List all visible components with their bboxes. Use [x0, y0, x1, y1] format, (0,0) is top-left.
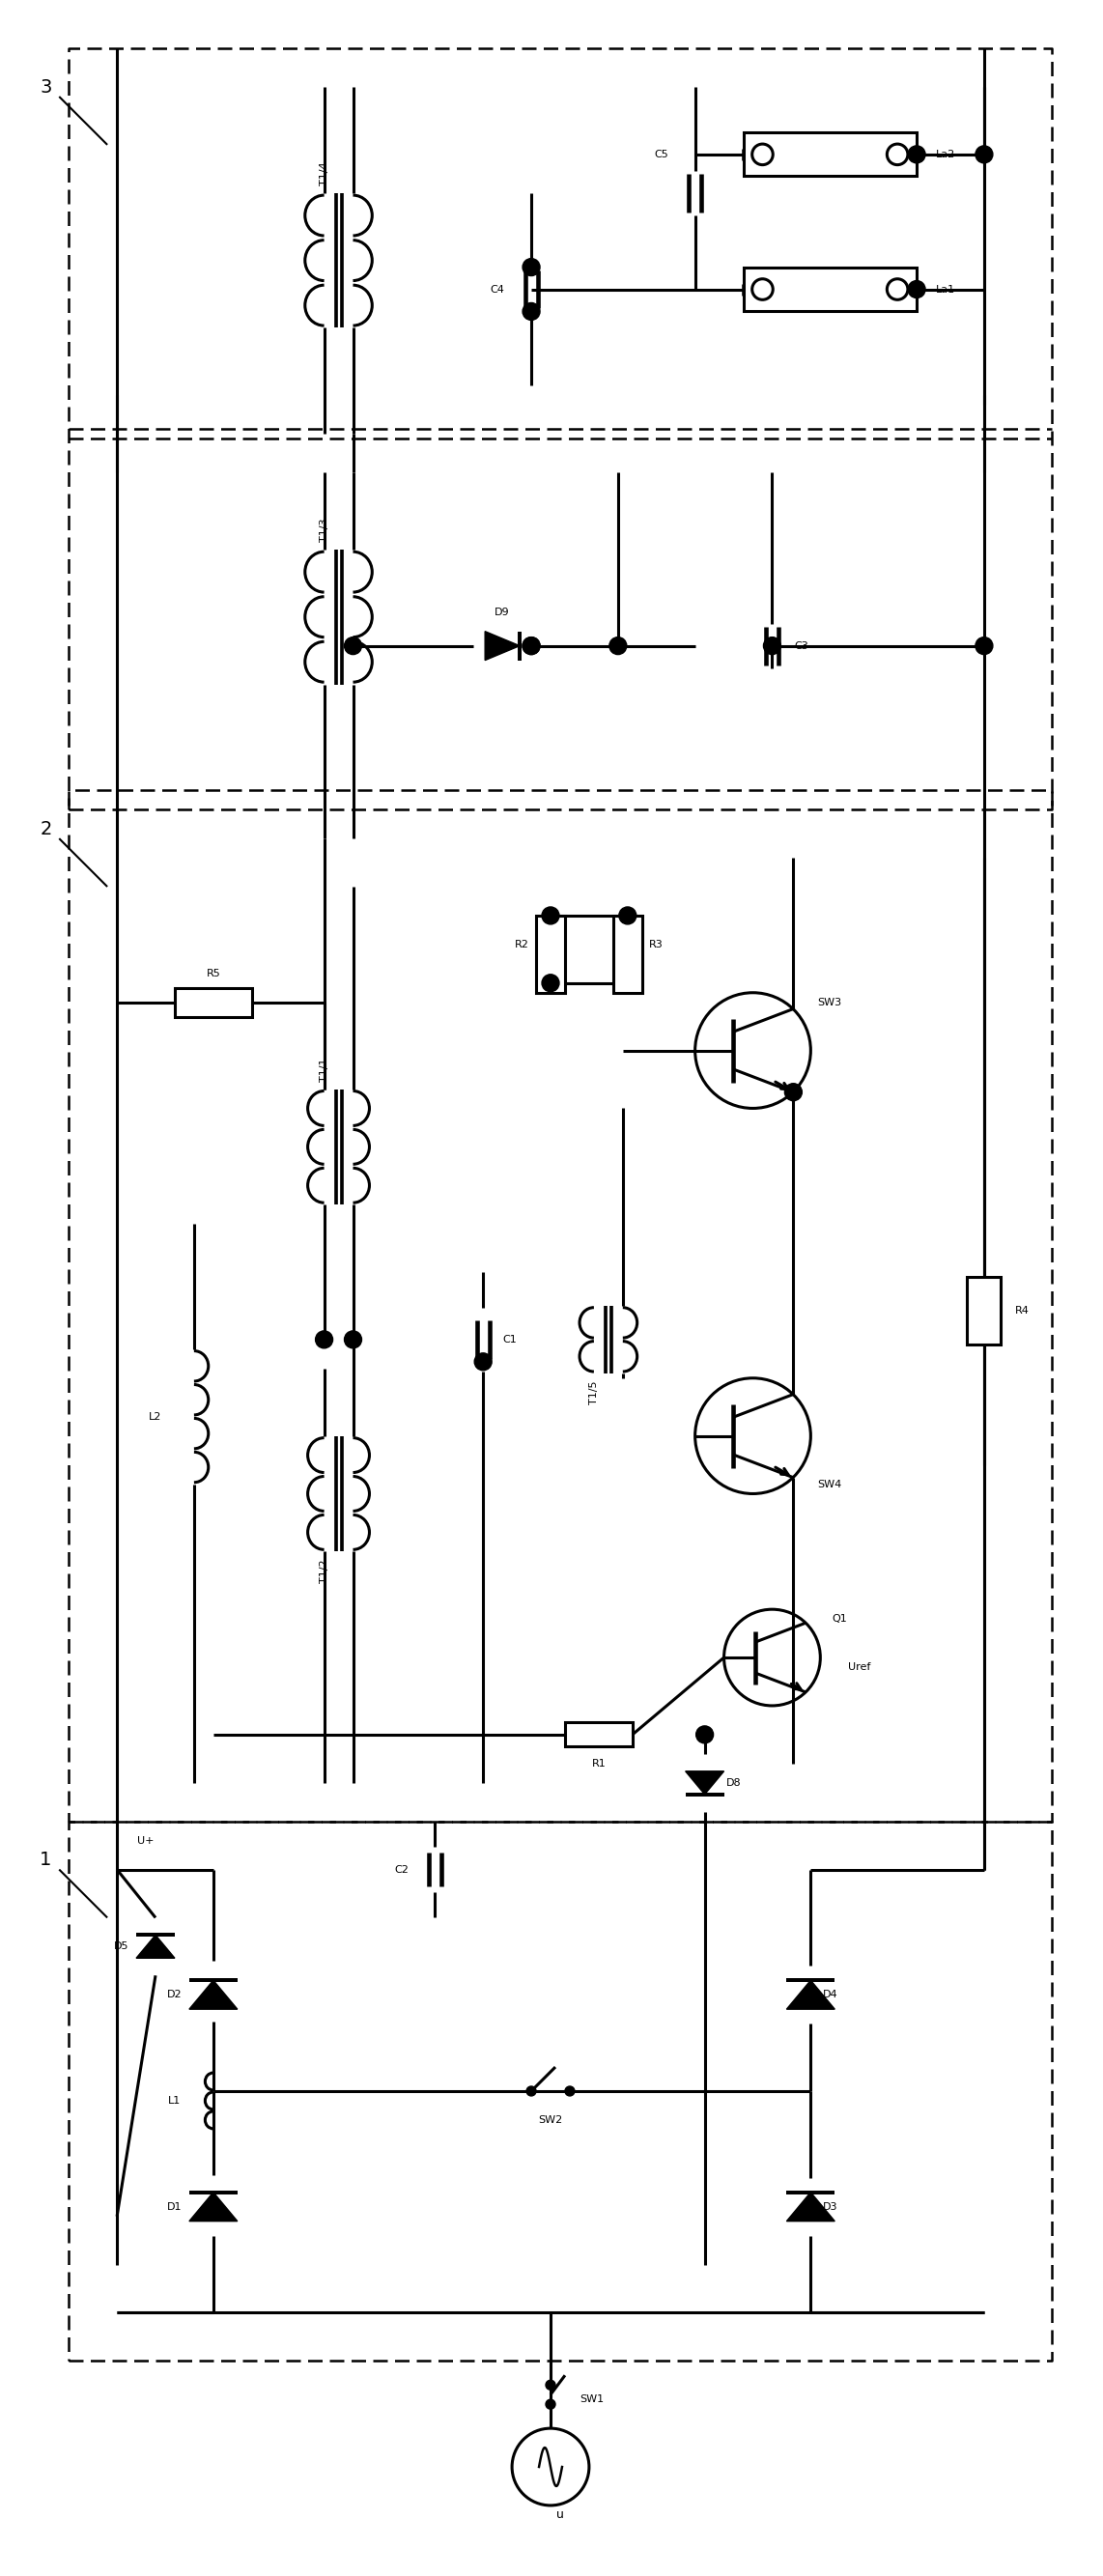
Bar	[613, 914, 642, 992]
Text: SW2: SW2	[538, 2115, 563, 2125]
Polygon shape	[685, 1772, 724, 1795]
Text: R3: R3	[650, 940, 664, 951]
Text: L2: L2	[149, 1412, 162, 1422]
Text: C5: C5	[654, 149, 668, 160]
Text: D3: D3	[823, 2202, 837, 2213]
Circle shape	[565, 2087, 575, 2097]
Circle shape	[542, 974, 559, 992]
Text: C4: C4	[491, 283, 505, 294]
Text: T1/5: T1/5	[589, 1381, 599, 1404]
Circle shape	[523, 304, 540, 319]
Text: D1: D1	[168, 2202, 182, 2213]
Circle shape	[315, 1332, 333, 1347]
Text: C2: C2	[394, 1865, 408, 1875]
Circle shape	[609, 636, 627, 654]
Polygon shape	[190, 1981, 237, 2009]
Circle shape	[546, 2380, 555, 2391]
Circle shape	[696, 1726, 714, 1744]
Bar	[536, 914, 565, 992]
Text: R4: R4	[1016, 1306, 1030, 1316]
Text: D9: D9	[495, 608, 510, 616]
Text: C3: C3	[794, 641, 808, 652]
Text: La1: La1	[935, 283, 955, 294]
Text: D5: D5	[115, 1942, 129, 1953]
Circle shape	[523, 258, 540, 276]
Polygon shape	[190, 2192, 237, 2221]
Text: U+: U+	[138, 1837, 154, 1844]
Circle shape	[546, 2398, 555, 2409]
Circle shape	[523, 636, 540, 654]
Text: u: u	[556, 2509, 564, 2522]
Text: D4: D4	[823, 1989, 837, 1999]
Text: 3: 3	[40, 77, 52, 95]
Text: SW3: SW3	[817, 997, 842, 1007]
Circle shape	[908, 281, 925, 299]
Text: SW1: SW1	[579, 2396, 603, 2403]
Bar	[967, 1278, 1002, 1345]
Circle shape	[975, 147, 993, 162]
Text: C1: C1	[502, 1334, 516, 1345]
Polygon shape	[485, 631, 520, 659]
Bar	[565, 1723, 632, 1747]
Text: D2: D2	[168, 1989, 182, 1999]
Text: SW4: SW4	[817, 1479, 843, 1489]
Circle shape	[344, 636, 362, 654]
Circle shape	[526, 2087, 536, 2097]
Text: La2: La2	[935, 149, 955, 160]
Text: Uref: Uref	[847, 1662, 870, 1672]
Text: T1/2: T1/2	[319, 1558, 329, 1582]
Bar	[174, 987, 251, 1018]
Polygon shape	[137, 1935, 174, 1958]
Text: T1/3: T1/3	[319, 518, 329, 541]
Polygon shape	[786, 1981, 835, 2009]
Text: Q1: Q1	[832, 1615, 847, 1623]
Text: 2: 2	[40, 819, 52, 837]
Text: R2: R2	[514, 940, 528, 951]
Bar	[743, 134, 917, 175]
Circle shape	[908, 147, 925, 162]
Circle shape	[344, 1332, 362, 1347]
Text: D8: D8	[726, 1777, 741, 1788]
Text: L1: L1	[169, 2097, 181, 2105]
Circle shape	[474, 1352, 492, 1370]
Text: R1: R1	[591, 1759, 606, 1767]
Circle shape	[784, 1084, 802, 1100]
Circle shape	[619, 907, 636, 925]
Circle shape	[975, 636, 993, 654]
Circle shape	[523, 636, 540, 654]
Polygon shape	[786, 2192, 835, 2221]
Circle shape	[542, 907, 559, 925]
Text: R5: R5	[206, 969, 221, 979]
Circle shape	[763, 636, 781, 654]
Bar	[743, 268, 917, 312]
Text: T1/1: T1/1	[319, 1059, 329, 1082]
Text: 1: 1	[40, 1850, 52, 1870]
Text: T1/4: T1/4	[319, 162, 329, 185]
